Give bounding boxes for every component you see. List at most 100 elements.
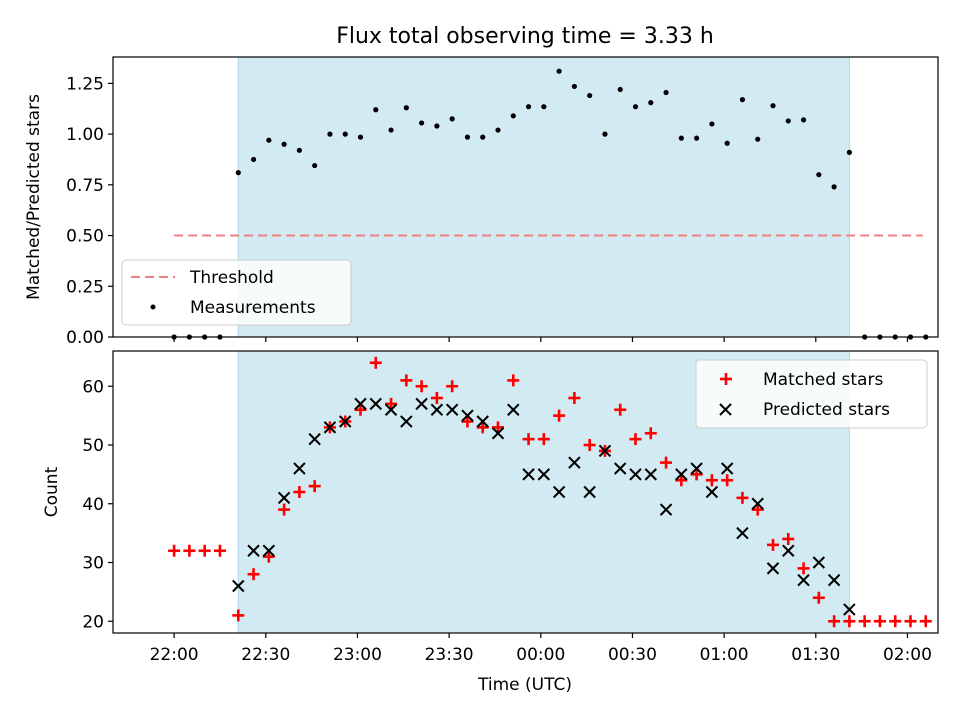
measurement-point bbox=[846, 149, 852, 155]
predicted-star-stroke bbox=[720, 462, 734, 475]
predicted-star-point bbox=[415, 397, 428, 411]
predicted-star-stroke bbox=[522, 468, 535, 481]
x-tick-label: 23:30 bbox=[425, 645, 474, 665]
predicted-star-stroke bbox=[262, 544, 276, 557]
y-tick-label: 20 bbox=[82, 612, 104, 632]
measurement-point bbox=[709, 121, 715, 127]
matched-star-point bbox=[278, 503, 291, 516]
predicted-star-point bbox=[384, 403, 398, 416]
count-y-axis-label: Count bbox=[42, 466, 62, 517]
ratio-y-axis-label: Matched/Predicted stars bbox=[24, 94, 44, 300]
measurement-point bbox=[434, 123, 440, 129]
measurement-point bbox=[373, 107, 379, 113]
measurement-point bbox=[495, 127, 501, 133]
matched-star-point bbox=[293, 486, 306, 498]
y-tick-label: 50 bbox=[82, 436, 104, 456]
legend-box bbox=[695, 359, 928, 429]
measurement-point bbox=[357, 134, 364, 140]
measurement-point bbox=[281, 141, 287, 147]
matched-star-point bbox=[247, 568, 260, 581]
predicted-star-stroke bbox=[675, 468, 688, 481]
y-tick-label: 0.00 bbox=[66, 328, 104, 348]
x-tick-label: 01:00 bbox=[700, 645, 749, 665]
matched-star-point bbox=[507, 374, 520, 387]
measurement-point bbox=[312, 162, 318, 169]
predicted-star-stroke bbox=[659, 503, 673, 516]
predicted-star-point bbox=[782, 544, 795, 557]
matched-star-point bbox=[537, 433, 550, 446]
matched-star-point bbox=[168, 544, 181, 557]
predicted-star-point bbox=[552, 485, 566, 499]
matched-star-point bbox=[446, 380, 459, 393]
predicted-stars-points bbox=[232, 397, 856, 616]
measurement-point bbox=[770, 103, 776, 109]
matched-star-point bbox=[476, 421, 489, 434]
measurement-point bbox=[571, 83, 577, 90]
ratio-x-axis-ticks bbox=[173, 337, 909, 342]
predicted-star-point bbox=[751, 497, 764, 510]
predicted-star-stroke bbox=[491, 427, 505, 440]
predicted-star-stroke bbox=[445, 403, 459, 416]
predicted-star-stroke bbox=[705, 485, 719, 499]
predicted-star-point bbox=[461, 409, 474, 422]
predicted-star-stroke bbox=[308, 432, 321, 446]
measurement-point bbox=[739, 97, 746, 103]
matched-star-point bbox=[629, 433, 642, 446]
predicted-star-point bbox=[766, 562, 780, 575]
predicted-star-stroke bbox=[430, 403, 444, 416]
predicted-star-point bbox=[675, 468, 688, 481]
matched-star-point bbox=[843, 615, 856, 628]
predicted-star-point bbox=[522, 468, 535, 481]
count-plot-frame bbox=[112, 350, 939, 634]
legend-box bbox=[121, 259, 352, 326]
predicted-star-point bbox=[644, 468, 657, 481]
predicted-star-stroke bbox=[277, 491, 291, 505]
measurement-point bbox=[648, 100, 654, 106]
measurement-point bbox=[800, 117, 807, 123]
x-tick-label: 02:00 bbox=[883, 645, 932, 665]
matched-star-point bbox=[308, 480, 321, 493]
predicted-star-point bbox=[568, 456, 581, 469]
matched-star-point bbox=[812, 591, 825, 604]
y-tick-label: 0.75 bbox=[66, 176, 104, 196]
predicted-star-stroke bbox=[629, 468, 642, 481]
predicted-star-point bbox=[491, 427, 505, 440]
y-tick-label: 60 bbox=[82, 377, 104, 397]
predicted-star-stroke bbox=[369, 397, 382, 411]
matched-star-point bbox=[904, 615, 917, 628]
ratio-y-axis-ticks: 0.00 0.25 0.50 0.75 1.00 1.25 bbox=[66, 74, 113, 348]
predicted-star-point bbox=[247, 544, 260, 557]
matched-star-point bbox=[232, 609, 245, 622]
matched-star-point bbox=[660, 456, 673, 469]
predicted-star-point bbox=[614, 462, 627, 475]
matched-star-point bbox=[675, 474, 688, 487]
predicted-star-point bbox=[598, 444, 612, 458]
y-tick-label: 0.25 bbox=[66, 277, 104, 297]
predicted-star-stroke bbox=[247, 544, 260, 557]
matched-star-point bbox=[690, 468, 703, 481]
predicted-star-point bbox=[293, 462, 306, 475]
predicted-star-stroke bbox=[552, 485, 566, 499]
measurement-point bbox=[602, 131, 608, 137]
measurement-point bbox=[556, 68, 562, 74]
predicted-star-point bbox=[659, 503, 673, 516]
measurement-point bbox=[419, 120, 425, 126]
predicted-star-stroke bbox=[827, 573, 841, 587]
count-x-axis-label: Time (UTC) bbox=[477, 675, 572, 695]
matched-star-point bbox=[213, 544, 226, 557]
predicted-star-point bbox=[827, 573, 841, 587]
matched-star-point bbox=[583, 439, 596, 451]
predicted-star-point bbox=[583, 485, 596, 499]
x-tick-label: 22:00 bbox=[150, 645, 199, 665]
predicted-star-stroke bbox=[644, 468, 657, 481]
predicted-star-stroke bbox=[690, 462, 703, 475]
y-tick-label: 30 bbox=[82, 554, 104, 574]
predicted-star-point bbox=[690, 462, 703, 475]
predicted-star-stroke bbox=[461, 409, 474, 422]
predicted-star-stroke bbox=[583, 485, 596, 499]
matched-star-point bbox=[797, 562, 810, 575]
predicted-star-point bbox=[277, 491, 291, 505]
measurement-point bbox=[831, 184, 837, 190]
count-legend: Matched stars Predicted stars bbox=[695, 359, 928, 429]
